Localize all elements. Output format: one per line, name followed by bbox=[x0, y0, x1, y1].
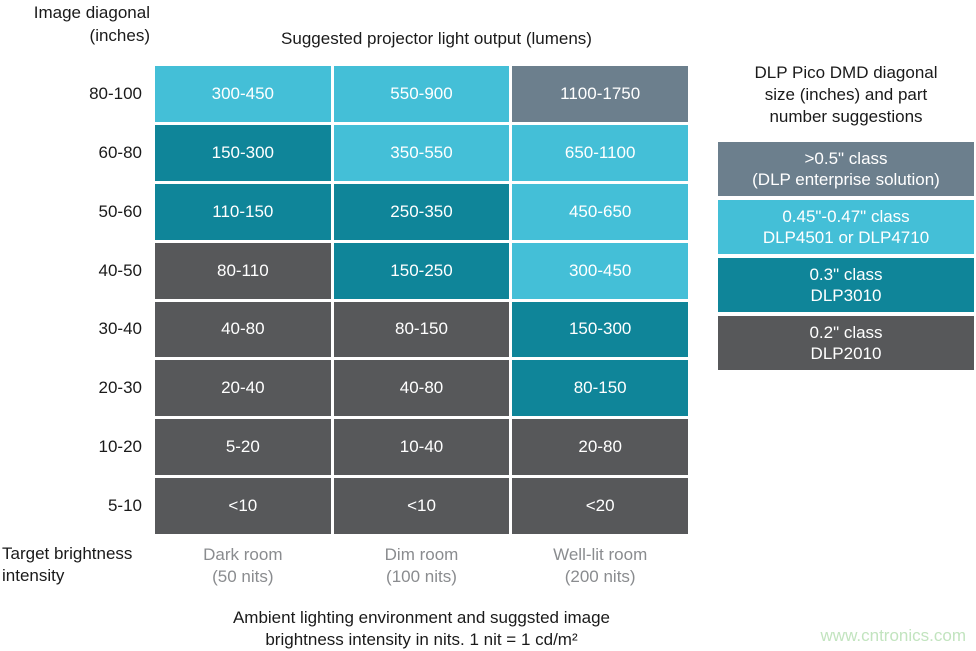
heatmap-cell: <20 bbox=[512, 478, 688, 534]
legend-item-line: 0.45"-0.47" class bbox=[782, 207, 910, 226]
caption: Ambient lighting environment and suggste… bbox=[125, 607, 718, 651]
row-axis-title: Image diagonal (inches) bbox=[0, 2, 150, 48]
heatmap-cell: 20-40 bbox=[155, 360, 331, 417]
heatmap-cell: <10 bbox=[155, 478, 331, 534]
heatmap-cell: 350-550 bbox=[333, 124, 510, 181]
row-label: 10-20 bbox=[98, 437, 142, 457]
column-label-line: (200 nits) bbox=[564, 567, 636, 587]
row-label: 20-30 bbox=[98, 378, 142, 398]
row-label: 80-100 bbox=[89, 83, 142, 103]
caption-line2: brightness intensity in nits. 1 nit = 1 … bbox=[265, 630, 578, 650]
row-label: 60-80 bbox=[98, 142, 142, 162]
legend-item-line: DLP3010 bbox=[810, 286, 882, 306]
legend-item-line: (DLP enterprise solution) bbox=[752, 170, 940, 190]
row-labels: 80-100 60-80 50-60 40-50 30-40 20-30 10-20 5-10 bbox=[0, 66, 142, 534]
heatmap-cell: 300-450 bbox=[155, 66, 331, 122]
legend-item: 0.2" class DLP2010 bbox=[718, 316, 974, 371]
table-title: Suggested projector light output (lumens… bbox=[281, 29, 592, 48]
col-axis-title-line2: intensity bbox=[2, 566, 65, 586]
column-label-line: (100 nits) bbox=[386, 567, 457, 587]
heatmap-cell: 110-150 bbox=[155, 183, 331, 240]
heatmap-cell: 150-250 bbox=[333, 242, 510, 299]
legend-item-line: 0.3" class bbox=[809, 265, 883, 284]
heatmap-cell: 150-300 bbox=[512, 301, 688, 358]
legend-item: 0.3" class DLP3010 bbox=[718, 258, 974, 313]
legend-title: DLP Pico DMD diagonal size (inches) and … bbox=[718, 62, 974, 127]
watermark: www.cntronics.com bbox=[820, 626, 966, 645]
row-label: 30-40 bbox=[98, 319, 142, 339]
heatmap-cell: 80-150 bbox=[512, 360, 688, 417]
legend-item-line: >0.5" class bbox=[804, 149, 888, 168]
row-label: 40-50 bbox=[98, 260, 142, 280]
legend-title-line1: DLP Pico DMD diagonal bbox=[754, 63, 938, 82]
column-label: Dark room (50 nits) bbox=[155, 541, 331, 588]
heatmap-grid: 300-450 550-900 1100-1750 150-300 350-550 650… bbox=[155, 66, 688, 534]
column-label: Well-lit room (200 nits) bbox=[512, 541, 688, 588]
row-axis-title-line1: Image diagonal bbox=[33, 3, 150, 22]
column-label-line: Well-lit room bbox=[553, 545, 648, 564]
row-label: 5-10 bbox=[107, 496, 142, 516]
legend-title-line3: number suggestions bbox=[769, 106, 923, 126]
heatmap-cell: 650-1100 bbox=[512, 124, 688, 181]
column-label-line: (50 nits) bbox=[212, 567, 274, 587]
heatmap-cell: 300-450 bbox=[512, 242, 688, 299]
column-label-line: Dim room bbox=[384, 545, 459, 564]
column-label: Dim room (100 nits) bbox=[334, 541, 510, 588]
heatmap-cell: 80-110 bbox=[155, 242, 331, 299]
legend-items: >0.5" class (DLP enterprise solution) 0.45… bbox=[718, 142, 974, 371]
caption-line1: Ambient lighting environment and suggste… bbox=[232, 608, 611, 627]
heatmap-cell: 250-350 bbox=[333, 183, 510, 240]
heatmap-cell: 1100-1750 bbox=[512, 66, 688, 122]
heatmap-cell: 10-40 bbox=[333, 419, 510, 476]
heatmap-cell: 5-20 bbox=[155, 419, 331, 476]
column-label-line: Dark room bbox=[203, 545, 283, 564]
legend-item: 0.45"-0.47" class DLP4501 or DLP4710 bbox=[718, 200, 974, 255]
heatmap-cell: 550-900 bbox=[333, 66, 510, 122]
legend-item: >0.5" class (DLP enterprise solution) bbox=[718, 142, 974, 197]
row-axis-title-line2: (inches) bbox=[89, 25, 150, 45]
col-axis-title: Target brightness intensity bbox=[2, 543, 132, 587]
heatmap-cell: 40-80 bbox=[155, 301, 331, 358]
column-labels: Dark room (50 nits) Dim room (100 nits) Well… bbox=[155, 541, 688, 588]
heatmap-cell: <10 bbox=[333, 478, 510, 534]
heatmap-cell: 40-80 bbox=[333, 360, 510, 417]
row-label: 50-60 bbox=[98, 201, 142, 221]
legend-item-line: DLP4501 or DLP4710 bbox=[762, 228, 930, 248]
heatmap-cell: 450-650 bbox=[512, 183, 688, 240]
heatmap-cell: 150-300 bbox=[155, 124, 331, 181]
col-axis-title-line1: Target brightness bbox=[2, 544, 133, 563]
heatmap-cell: 20-80 bbox=[512, 419, 688, 476]
legend-title-line2: size (inches) and part bbox=[764, 84, 928, 104]
legend: DLP Pico DMD diagonal size (inches) and … bbox=[718, 62, 974, 371]
legend-item-line: 0.2" class bbox=[809, 323, 883, 342]
legend-item-line: DLP2010 bbox=[810, 344, 882, 364]
heatmap-cell: 80-150 bbox=[333, 301, 510, 358]
